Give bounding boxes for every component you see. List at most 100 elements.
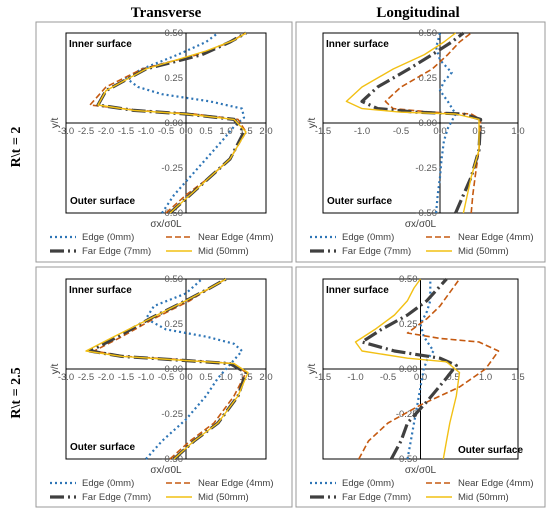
series-line-mid-50mm- [97,32,247,214]
y-tick-label: 0.50 [165,28,184,39]
x-tick-label: -1.5 [118,372,134,383]
legend-label: Mid (50mm) [198,246,249,257]
x-tick-label: -2.5 [78,372,94,383]
x-tick-label: -1.0 [138,126,154,137]
y-tick-label: 0.00 [165,118,184,129]
series-line-mid-50mm- [85,278,249,460]
annotation-inner-surface: Inner surface [326,39,389,50]
legend-label: Far Edge (7mm) [82,492,151,503]
x-tick-label: 0.0 [179,372,192,383]
annotation-inner-surface: Inner surface [326,285,389,296]
legend-label: Far Edge (7mm) [82,246,151,257]
column-title-transverse: Transverse [131,5,202,21]
x-axis-title: σx/σ0L [150,219,182,230]
x-tick-label: 2.0 [259,126,272,137]
x-tick-label: 0.5 [199,126,212,137]
x-axis-title: σx/σ0L [405,465,437,476]
x-tick-label: 1.0 [219,126,232,137]
series-line-near-edge-4mm- [384,32,482,214]
legend-label: Edge (0mm) [82,478,134,489]
x-tick-label: -1.0 [347,372,363,383]
legend-label: Near Edge (4mm) [458,478,534,489]
y-axis-title: y/t [307,364,318,375]
y-tick-label: -0.25 [161,163,183,174]
legend-label: Far Edge (7mm) [342,246,411,257]
legend-label: Mid (50mm) [458,492,509,503]
x-tick-label: 0.0 [179,126,192,137]
series-line-edge-0mm- [435,32,457,214]
x-tick-label: -0.5 [158,372,174,383]
series-line-mid-50mm- [354,278,461,460]
y-tick-label: 0.25 [165,73,184,84]
y-tick-label: 0.50 [419,28,438,39]
legend-label: Mid (50mm) [198,492,249,503]
x-tick-label: -3.0 [58,126,74,137]
y-tick-label: -0.25 [415,163,437,174]
x-tick-label: -1.0 [354,126,370,137]
annotation-outer-surface: Outer surface [458,445,523,456]
annotation-outer-surface: Outer surface [327,196,392,207]
panel-frame-3 [35,266,293,508]
legend-label: Near Edge (4mm) [198,232,274,243]
series-line-edge-0mm- [124,32,246,214]
x-tick-label: -2.5 [78,126,94,137]
chart-panel-4: -1.5 -1.0 -0.5 0.0 0.5 1.0 1.5 -0.50 -0.25 0.00 0.… [307,274,534,503]
x-tick-label: 0.5 [446,372,459,383]
series-line-edge-0mm- [144,278,244,460]
legend-label: Far Edge (7mm) [342,492,411,503]
y-tick-label: -0.25 [161,409,183,420]
x-tick-label: 0.0 [433,126,446,137]
y-tick-label: 0.50 [165,274,184,285]
legend-label: Edge (0mm) [342,232,394,243]
series-line-mid-50mm- [345,32,480,214]
y-tick-label: 0.00 [399,364,418,375]
legend-label: Near Edge (4mm) [198,478,274,489]
y-tick-label: -0.25 [396,409,418,420]
chart-panel-3: -3.0 -2.5 -2.0 -1.5 -1.0 -0.5 0.0 0.5 1.0 1.5 2.0-… [50,274,274,503]
y-axis-title: y/t [50,118,61,129]
x-tick-label: 2.0 [259,372,272,383]
chart-panel-2: -1.5 -1.0 -0.5 0.0 0.5 1.0-0.50-0.250.000.250… [307,28,534,257]
y-tick-label: 0.25 [399,319,418,330]
annotation-outer-surface: Outer surface [70,442,135,453]
annotation-inner-surface: Inner surface [69,39,132,50]
annotation-outer-surface: Outer surface [70,196,135,207]
y-tick-label: -0.50 [415,208,437,219]
x-tick-label: 0.5 [199,372,212,383]
row-label-2: R\t = 2.5 [9,367,24,418]
x-tick-label: 0.0 [414,372,427,383]
x-tick-label: -3.0 [58,372,74,383]
x-tick-label: -0.5 [158,126,174,137]
x-tick-label: -1.5 [315,372,331,383]
x-tick-label: -0.5 [393,126,409,137]
y-tick-label: -0.50 [161,208,183,219]
y-tick-label: 0.25 [419,73,438,84]
x-tick-label: -0.5 [380,372,396,383]
legend-label: Mid (50mm) [458,246,509,257]
panel-frame-1 [35,21,293,263]
row-label-1: R\t = 2 [9,127,24,168]
legend-label: Edge (0mm) [342,478,394,489]
x-tick-label: 1.0 [219,372,232,383]
panels: -3.0 -2.5 -2.0 -1.5 -1.0 -0.5 0.0 0.5 1.0 1.5 2.0 -… [50,28,534,503]
x-tick-label: -1.5 [315,126,331,137]
chart-panel-1: -3.0 -2.5 -2.0 -1.5 -1.0 -0.5 0.0 0.5 1.0 1.5 2.0-… [50,28,274,257]
y-tick-label: 0.25 [165,319,184,330]
annotation-inner-surface: Inner surface [69,285,132,296]
x-axis-title: σx/σ0L [405,219,437,230]
y-tick-label: -0.50 [161,454,183,465]
series-line-near-edge-4mm- [358,278,500,460]
y-axis-title: y/t [50,364,61,375]
column-title-longitudinal: Longitudinal [376,5,459,21]
legend-label: Edge (0mm) [82,232,134,243]
x-tick-label: -1.5 [118,126,134,137]
y-tick-label: 0.50 [399,274,418,285]
x-tick-label: -1.0 [138,372,154,383]
y-tick-label: 0.00 [419,118,438,129]
x-tick-label: 1.5 [511,372,524,383]
x-tick-label: 1.0 [511,126,524,137]
x-tick-label: -2.0 [98,372,114,383]
x-tick-label: 1.0 [479,372,492,383]
x-axis-title: σx/σ0L [150,465,182,476]
